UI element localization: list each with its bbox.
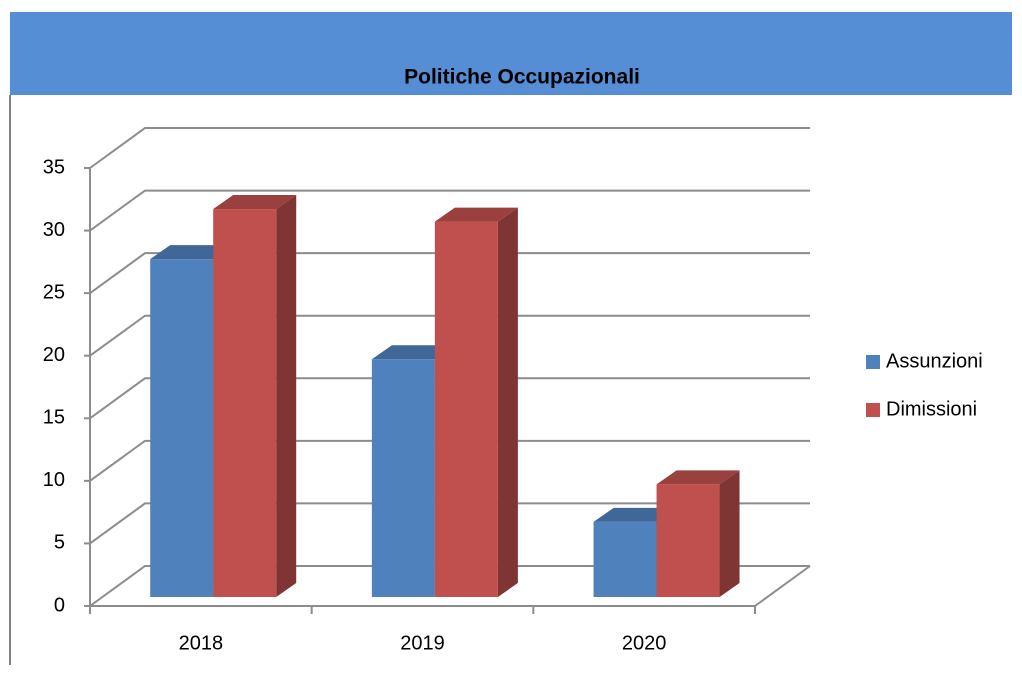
grid-line [89, 565, 810, 607]
y-tick-label: 30 [43, 219, 65, 241]
floor-right [754, 565, 811, 607]
y-tick-label: 25 [43, 281, 65, 303]
bar-top [656, 470, 740, 485]
bar [434, 221, 498, 598]
bar-side [497, 207, 518, 598]
bar-top [213, 195, 297, 210]
y-tick-label: 10 [43, 469, 65, 491]
bar-top [150, 245, 234, 260]
chart-title: Politiche Occupazionali [404, 66, 640, 89]
bar [371, 359, 435, 597]
grid-line [89, 189, 810, 232]
legend-swatch [866, 403, 880, 417]
y-tick-label: 0 [54, 594, 65, 616]
bar [593, 521, 657, 597]
bar [213, 209, 277, 598]
bar-top [593, 507, 677, 522]
bar-side [276, 195, 297, 598]
x-tick-label: 2019 [400, 632, 445, 654]
grid-line [89, 252, 810, 294]
grid-line [89, 502, 810, 545]
legend-swatch [866, 355, 880, 369]
grid-line [89, 127, 810, 169]
grid-line [89, 314, 810, 357]
bar-top [371, 345, 455, 360]
bar-top [434, 207, 518, 222]
bar [150, 259, 214, 597]
legend-label: Assunzioni [886, 350, 983, 372]
y-tick-label: 20 [43, 344, 65, 366]
y-tick-label: 35 [43, 156, 65, 178]
legend-label: Dimissioni [886, 398, 977, 420]
y-tick-label: 5 [54, 532, 65, 554]
bar-side [719, 470, 740, 597]
bar [656, 484, 720, 597]
header-band [10, 12, 1012, 95]
grid-line [89, 377, 810, 420]
y-tick-label: 15 [43, 407, 65, 429]
grid-line [89, 439, 810, 482]
x-tick-label: 2018 [179, 632, 224, 654]
x-tick-label: 2020 [622, 632, 667, 654]
